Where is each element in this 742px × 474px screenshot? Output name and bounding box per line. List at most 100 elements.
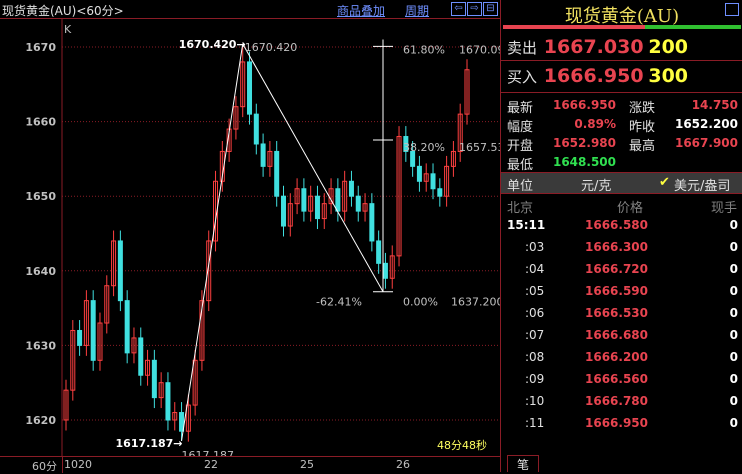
indicator-label: K (64, 23, 72, 36)
maximize-button[interactable] (725, 3, 739, 16)
candle-down (247, 61, 253, 115)
candle-down (376, 240, 382, 264)
low-value-label: 1617.187 (182, 449, 235, 456)
stat-row: 幅度 0.89% 昨收 1652.200 (507, 117, 738, 135)
candle-up (457, 113, 463, 152)
candle-down (274, 150, 280, 197)
tick-row: :03 1666.300 0 (525, 240, 738, 254)
candle-down (403, 136, 409, 152)
tick-row: :08 1666.200 0 (525, 350, 738, 364)
chart-title: 现货黄金(AU)<60分> (2, 4, 124, 18)
buy-row: 买入 1666.950 300 (507, 65, 689, 87)
candle-up (70, 329, 76, 391)
candle-up (240, 61, 246, 108)
candle-up (362, 203, 368, 212)
candle-up (464, 69, 470, 115)
stat-value: 14.750 (691, 98, 738, 112)
tick-row: :07 1666.680 0 (525, 328, 738, 342)
stat-row: 最低 1648.500 (507, 155, 616, 173)
candle-down (314, 195, 320, 220)
fib-price: 1670.09 (459, 43, 500, 56)
y-tick: 1620 (25, 414, 56, 427)
unit-usd-option[interactable]: 美元/盎司 (674, 179, 731, 194)
candle-down (117, 240, 123, 302)
candle-down (355, 195, 361, 212)
candle-down (348, 180, 354, 197)
sell-strength-bar (503, 25, 645, 29)
candle-up (192, 359, 198, 406)
unit-selector: 单位 元/克 ✔ 美元/盎司 (501, 172, 742, 194)
y-tick: 1640 (25, 265, 56, 278)
candlestick-chart[interactable]: K 1620 1630 1640 1650 1660 1670 61.80% 1670.09 38… (0, 19, 500, 456)
overlay-link[interactable]: 商品叠加 (337, 4, 386, 18)
period-link[interactable]: 周期 (405, 4, 430, 18)
candle-up (423, 173, 429, 182)
stat-value: 1667.900 (674, 136, 738, 150)
chart-header: 现货黄金(AU)<60分> 商品叠加 周期 ⇦ ⇨ ⊟ (0, 0, 500, 19)
candle-down (416, 165, 422, 182)
low-marker: 1617.187→ (116, 437, 183, 450)
candle-down (124, 300, 130, 354)
trend-line (181, 43, 244, 442)
candle-up (294, 188, 300, 205)
stat-row: 最新 1666.950 涨跌 14.750 (507, 98, 738, 116)
candle-up (63, 389, 69, 421)
trend-line (242, 43, 384, 292)
fib-extension-pct: -62.41% (316, 296, 362, 309)
tab-trades[interactable]: 笔 (507, 455, 539, 472)
candle-up (267, 150, 273, 167)
stat-row: 开盘 1652.980 最高 1667.900 (507, 136, 738, 154)
axis-divider (62, 457, 63, 473)
candle-down (151, 359, 157, 399)
countdown: 48分48秒 (437, 438, 487, 452)
candle-up (104, 285, 110, 324)
candle-up (172, 412, 178, 421)
scroll-left-button[interactable]: ⇦ (451, 2, 466, 16)
candle-up (131, 337, 137, 354)
tick-row: :04 1666.720 0 (525, 262, 738, 276)
sell-price: 1667.030 (543, 36, 644, 58)
candle-down (369, 203, 375, 242)
unit-cny-option[interactable]: 元/克 (581, 179, 612, 194)
fib-pct: 61.80% (403, 43, 445, 56)
x-tick: 1020 (64, 458, 92, 471)
tick-row: :09 1666.560 0 (525, 372, 738, 386)
layout-button[interactable]: ⊟ (483, 2, 498, 16)
candle-down (280, 195, 286, 227)
candle-down (77, 329, 83, 346)
candle-down (437, 188, 443, 197)
candle-up (389, 255, 395, 279)
fib-pct: 38.20% (403, 141, 445, 154)
candle-down (335, 188, 341, 212)
high-value-label: 1670.420 (245, 41, 297, 54)
sell-volume: 200 (648, 36, 689, 58)
candle-up (185, 404, 191, 432)
candle-up (308, 195, 314, 212)
candle-down (90, 300, 96, 361)
tick-row: :10 1666.780 0 (525, 394, 738, 408)
stat-value: 1652.980 (552, 136, 616, 150)
candle-down (138, 337, 144, 376)
scroll-right-button[interactable]: ⇨ (467, 2, 482, 16)
x-tick: 26 (396, 458, 410, 471)
x-axis: 60分 1020 22 25 26 (0, 456, 500, 473)
candle-down (382, 262, 388, 279)
candle-up (287, 203, 293, 227)
fib-price: 1657.53 (459, 141, 500, 154)
candle-up (396, 136, 402, 257)
tick-row: 15:11 1666.580 0 (507, 218, 738, 232)
buy-strength-bar (645, 25, 741, 29)
candle-up (145, 359, 151, 376)
candle-up (206, 240, 212, 302)
candle-up (342, 180, 348, 212)
stat-value: 1666.950 (552, 98, 616, 112)
buy-price: 1666.950 (543, 65, 644, 87)
candle-down (410, 150, 416, 167)
buy-volume: 300 (648, 65, 689, 87)
candle-up (111, 240, 117, 287)
y-tick: 1650 (25, 190, 56, 203)
candle-up (199, 300, 205, 361)
candle-down (253, 113, 259, 145)
x-tick: 22 (204, 458, 218, 471)
check-icon: ✔ (659, 175, 670, 190)
